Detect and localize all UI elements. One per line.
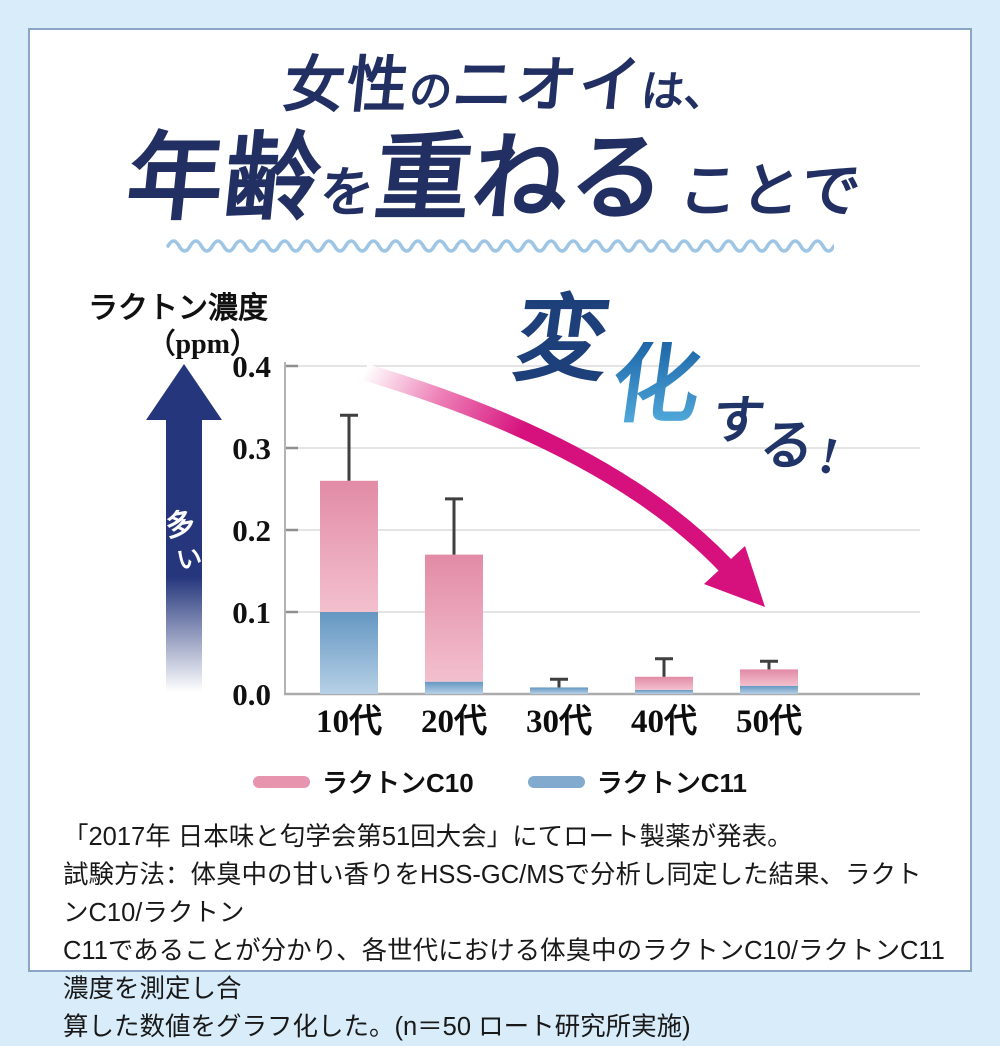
- y-tick-label: 0.3: [232, 431, 271, 466]
- footnote-line-2: 試験方法：体臭中の甘い香りをHSS-GC/MSで分析し同定した結果、ラクトンC1…: [63, 861, 922, 927]
- title-line2-seg4: ことで: [675, 158, 867, 224]
- more-up-arrow: 多い: [146, 364, 222, 692]
- title-block: 女性のニオイは、 年齢を重ねることで: [0, 53, 1000, 232]
- footnote-line-3: C11であることが分かり、各世代における体臭中のラクトンC10/ラクトンC11濃…: [63, 937, 945, 1003]
- legend-item-lactone-c10: ラクトンC10: [253, 763, 474, 800]
- title-line2-seg1: 年齢: [121, 125, 328, 232]
- grid-lines: [285, 364, 920, 614]
- headline-char-su: す: [708, 393, 769, 450]
- title-line1-seg2: の: [406, 69, 455, 116]
- title-line1: 女性のニオイは、: [3, 53, 1000, 120]
- x-tick-label-20代: 20代: [421, 703, 487, 740]
- title-line1-seg1: 女性: [280, 53, 414, 120]
- y-tick-label: 0.1: [232, 595, 271, 630]
- headline-char-hen: 変: [507, 289, 617, 393]
- bars-group: [320, 480, 798, 694]
- chart-legend: ラクトンC10 ラクトンC11: [0, 763, 1000, 800]
- error-bar-30代: [550, 677, 568, 688]
- bar-c10-50代: [740, 669, 798, 686]
- footnote-line-1: 「2017年 日本味と匂学会第51回大会」にてロート製薬が発表。: [63, 823, 793, 851]
- legend-label-c11: ラクトンC11: [596, 768, 747, 798]
- bar-chart-svg: 0.0 0.1 0.2 0.3 0.4 多い 10代 20代 30代 40代 50代 ラクトン濃度（p…: [88, 292, 920, 740]
- title-line1-seg4: は、: [638, 69, 730, 116]
- wavy-underline: [166, 239, 834, 253]
- legend-label-c10: ラクトンC10: [322, 768, 474, 798]
- error-bar-10代: [340, 413, 358, 481]
- title-line1-seg3: ニオイ: [449, 53, 646, 120]
- x-tick-label-30代: 30代: [526, 703, 592, 740]
- title-line2: 年齢を重ねることで: [0, 125, 1000, 232]
- trend-down-arrow: [362, 363, 765, 607]
- bar-c11-20代: [425, 681, 483, 694]
- trend-arrow-head: [704, 546, 765, 607]
- headline-char-ru: る: [755, 416, 819, 476]
- legend-swatch-c10: [253, 775, 311, 788]
- headline-char-ka: 化: [605, 337, 707, 434]
- svg-text:多: 多: [163, 506, 197, 544]
- more-arrow-head: [146, 364, 222, 420]
- bar-c10-10代: [320, 480, 378, 612]
- legend-swatch-c11: [527, 775, 585, 788]
- x-tick-label-50代: 50代: [736, 703, 802, 740]
- y-axis-title-line2: （ppm）: [148, 327, 258, 360]
- error-bar-20代: [445, 497, 463, 555]
- bar-c10-20代: [425, 554, 483, 682]
- more-arrow-label: 多い: [163, 506, 204, 575]
- bar-c10-40代: [635, 676, 693, 690]
- y-tick-label: 0.4: [232, 349, 271, 384]
- title-line2-seg3: 重ねる: [369, 125, 673, 232]
- title-line2-seg2: を: [316, 163, 378, 223]
- bar-c11-50代: [740, 685, 798, 694]
- x-tick-label-40代: 40代: [631, 703, 697, 740]
- legend-item-lactone-c11: ラクトンC11: [527, 763, 747, 800]
- x-tick-label-10代: 10代: [316, 703, 382, 740]
- svg-text:い: い: [175, 544, 204, 575]
- y-axis-title-line1: ラクトン濃度: [88, 292, 268, 325]
- bar-c11-30代: [530, 687, 588, 694]
- bar-c11-10代: [320, 612, 378, 694]
- error-bar-50代: [760, 659, 778, 670]
- bar-c11-40代: [635, 689, 693, 694]
- more-arrow-shaft: [166, 418, 202, 692]
- y-tick-label: 0.2: [232, 513, 271, 548]
- wave-path: [166, 239, 834, 253]
- error-bar-40代: [655, 657, 673, 677]
- footnote-line-4: 算した数値をグラフ化した。(n＝50 ロート研究所実施): [63, 1013, 691, 1041]
- y-tick-label: 0.0: [232, 677, 271, 712]
- footnote: 「2017年 日本味と匂学会第51回大会」にてロート製薬が発表。 試験方法：体臭…: [63, 818, 945, 1046]
